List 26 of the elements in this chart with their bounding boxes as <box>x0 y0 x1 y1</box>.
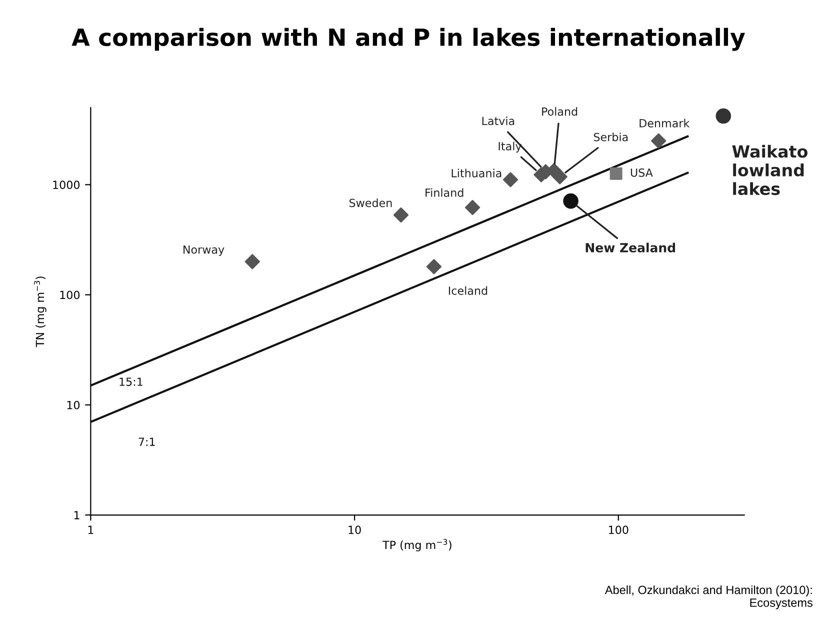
y-tick-label: 1 <box>74 511 80 520</box>
y-tick-label: 100 <box>60 290 80 300</box>
y-tick-label: 10 <box>67 400 80 410</box>
annotation: Lithuania <box>452 168 502 178</box>
x-axis-title: TP (mg m$^{−3}$) <box>382 538 452 552</box>
text: 7:1 <box>138 438 155 446</box>
y-tick-label: 1000 <box>53 180 80 190</box>
annotation: Iceland <box>448 286 488 295</box>
y-axis-title: TN (mg m$^{−3}$) <box>34 276 46 348</box>
annotation: Norway <box>184 245 224 256</box>
x-tick-label: 100 <box>609 526 628 534</box>
series-label: 15:1 <box>120 378 142 386</box>
annotation: Denmark <box>640 118 690 128</box>
annotation: Waikato lowland lakes <box>732 144 808 196</box>
x-tick-label: 10 <box>348 526 361 534</box>
x-tick-label: 1 <box>88 526 94 534</box>
annotation: Finland <box>426 188 464 197</box>
annotation: Sweden <box>349 198 392 208</box>
annotation: Latvia <box>482 116 514 126</box>
text: Abell, Ozkundakci and Hamilton (2010): Ecosystems <box>604 585 812 610</box>
annotation: Poland <box>542 107 578 116</box>
annotation: Italy <box>498 142 522 153</box>
annotation: USA <box>630 168 653 177</box>
annotation: New Zealand <box>586 242 676 252</box>
annotation: Serbia <box>594 132 628 142</box>
chart-title: A comparison with N and P in lakes internationally <box>72 28 745 51</box>
